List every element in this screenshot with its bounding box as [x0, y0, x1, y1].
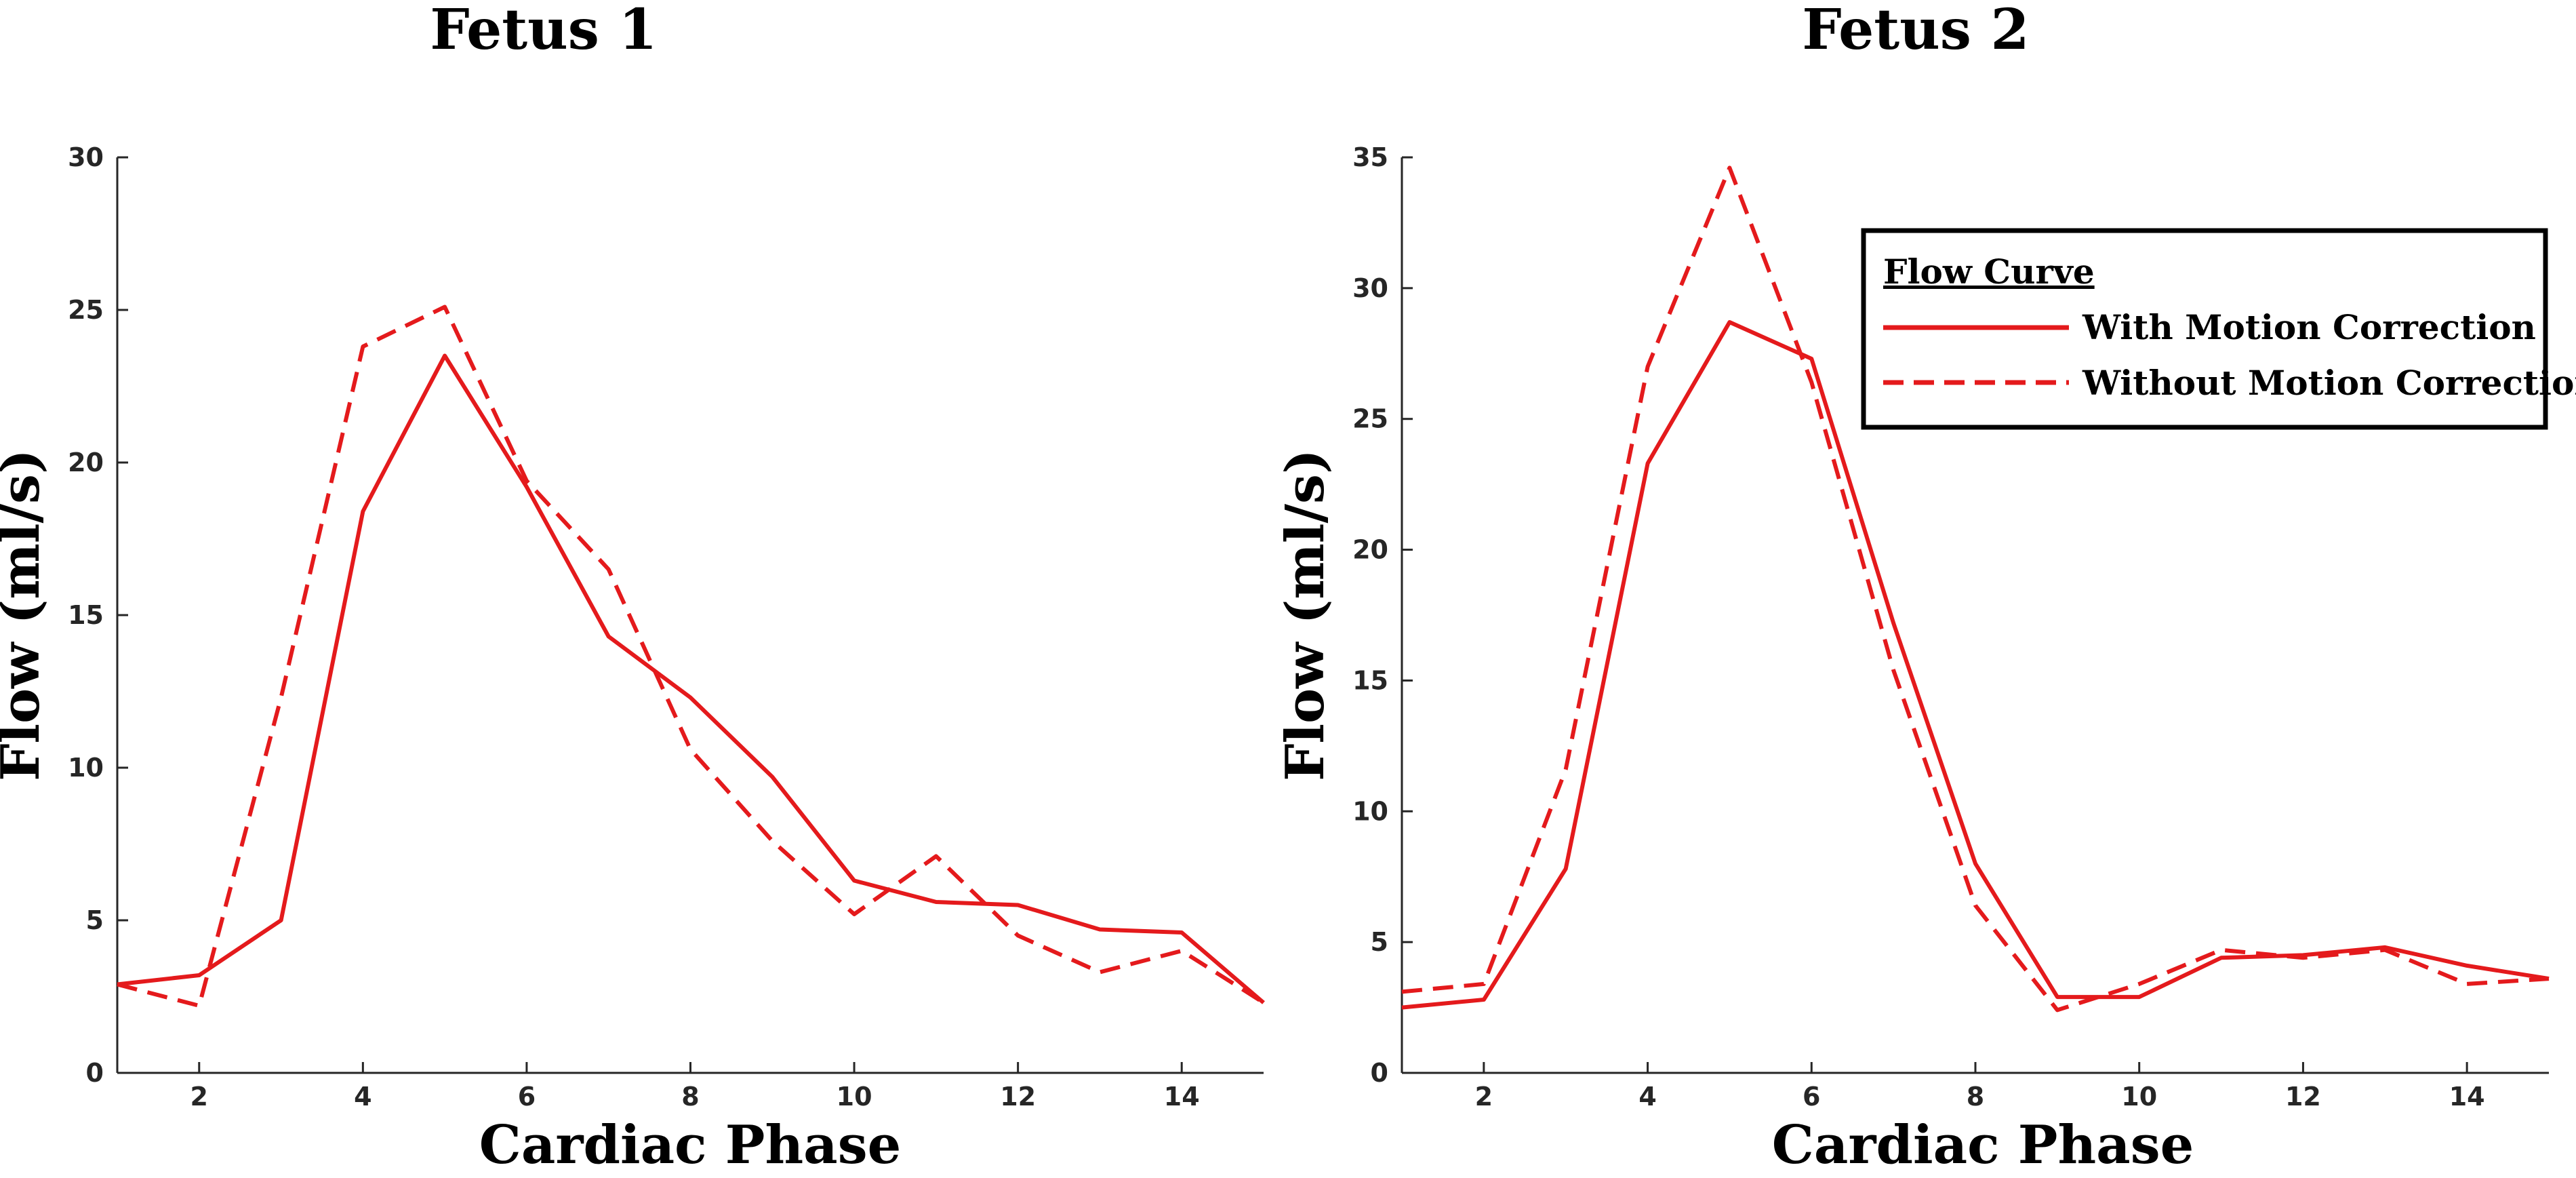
x-tick-label: 12 — [2285, 1082, 2321, 1112]
y-tick-label: 25 — [1352, 404, 1388, 434]
y-axis-label: Flow (ml/s) — [0, 449, 52, 781]
chart-fetus-1: Fetus 1 0 5 10 15 20 25 30 2 4 6 8 10 12 14 Cardiac … — [0, 0, 1265, 1176]
chart-title: Fetus 1 — [430, 0, 657, 62]
y-tick-label: 20 — [68, 448, 104, 477]
y-tick-label: 30 — [1352, 273, 1388, 303]
x-axis-label: Cardiac Phase — [1772, 1114, 2194, 1175]
x-tick-label: 2 — [190, 1082, 208, 1112]
x-ticks: 2 4 6 8 10 12 14 — [1475, 1062, 2485, 1112]
series-line-without-motion-correction — [1401, 165, 2550, 1013]
x-tick-label: 8 — [681, 1082, 699, 1112]
x-tick-label: 6 — [518, 1082, 536, 1112]
y-tick-label: 0 — [1371, 1058, 1388, 1088]
y-tick-label: 20 — [1352, 535, 1388, 565]
y-tick-label: 0 — [86, 1058, 104, 1088]
y-tick-label: 30 — [68, 142, 104, 172]
y-tick-label: 25 — [68, 295, 104, 325]
chart-title: Fetus 2 — [1802, 0, 2029, 62]
legend-title: Flow Curve — [1883, 252, 2095, 292]
x-ticks: 2 4 6 8 10 12 14 — [190, 1062, 1200, 1112]
x-tick-label: 14 — [2449, 1082, 2485, 1112]
legend-label-with-motion-correction: With Motion Correction — [2082, 307, 2536, 347]
chart-fetus-2: Fetus 2 0 5 10 15 20 25 30 35 2 4 6 8 10 12 14 Cardia… — [1274, 0, 2576, 1176]
x-tick-label: 10 — [837, 1082, 872, 1112]
y-ticks: 0 5 10 15 20 25 30 — [68, 142, 128, 1088]
x-tick-label: 12 — [1000, 1082, 1036, 1112]
series-line-without-motion-correction — [117, 305, 1265, 1008]
legend: Flow Curve With Motion Correction Withou… — [1861, 228, 2576, 430]
x-tick-label: 4 — [1638, 1082, 1656, 1112]
y-tick-label: 10 — [68, 753, 104, 783]
x-tick-label: 14 — [1164, 1082, 1200, 1112]
y-ticks: 0 5 10 15 20 25 30 35 — [1352, 142, 1413, 1088]
y-axis-label: Flow (ml/s) — [1274, 449, 1336, 781]
x-tick-label: 10 — [2121, 1082, 2157, 1112]
y-tick-label: 10 — [1352, 796, 1388, 826]
x-tick-label: 2 — [1475, 1082, 1493, 1112]
y-tick-label: 35 — [1352, 142, 1388, 172]
y-tick-label: 15 — [1352, 665, 1388, 695]
y-tick-label: 5 — [86, 905, 104, 935]
series-group — [1401, 165, 2550, 1013]
series-line-with-motion-correction — [117, 353, 1265, 1004]
x-axis-label: Cardiac Phase — [479, 1114, 902, 1175]
x-tick-label: 4 — [354, 1082, 371, 1112]
series-group — [117, 305, 1265, 1008]
y-tick-label: 5 — [1371, 927, 1388, 957]
x-tick-label: 6 — [1803, 1082, 1820, 1112]
x-tick-label: 8 — [1967, 1082, 1984, 1112]
series-line-with-motion-correction — [1401, 320, 2550, 1010]
legend-label-without-motion-correction: Without Motion Correction — [2082, 363, 2576, 403]
y-tick-label: 15 — [68, 600, 104, 630]
